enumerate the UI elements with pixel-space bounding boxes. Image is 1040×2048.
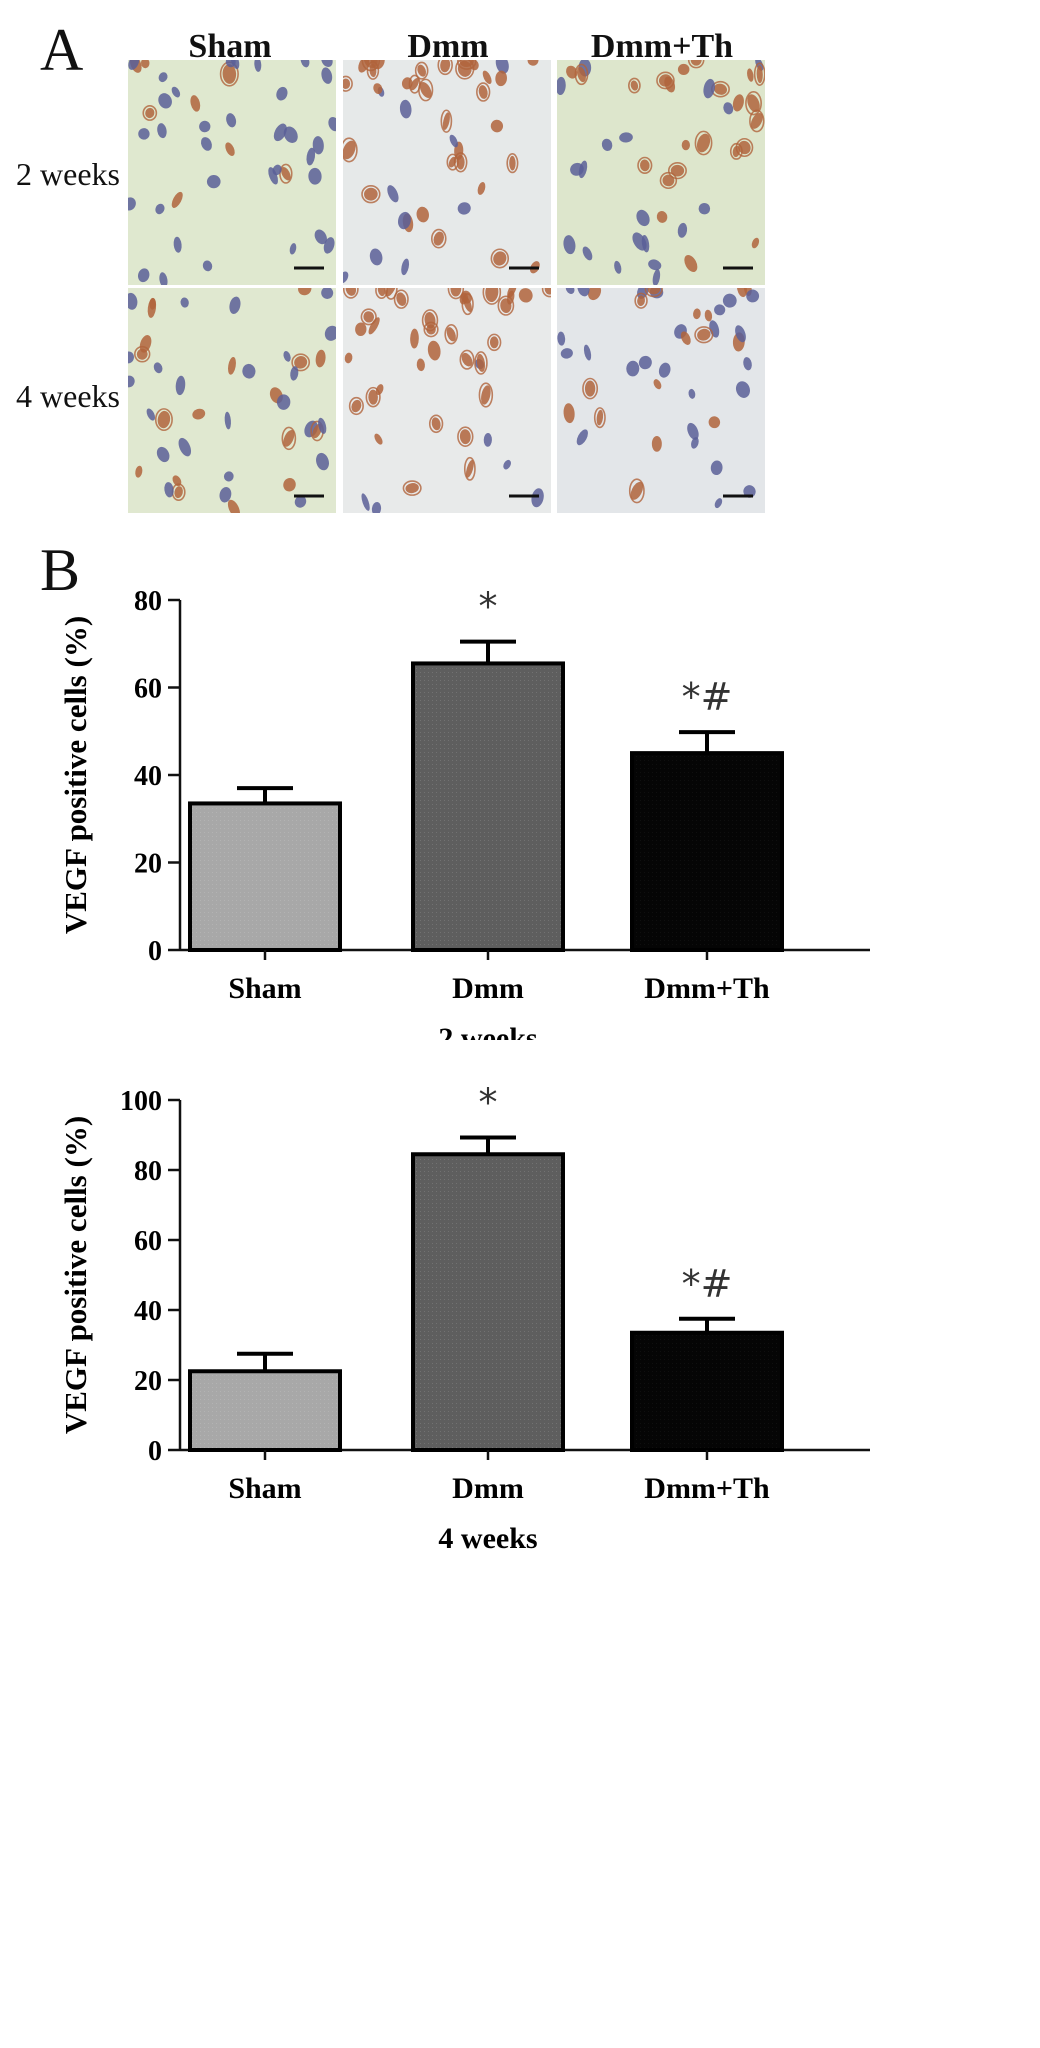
chart-4w-bar-dmm [411, 1152, 565, 1452]
chart-4w-bar-dmm-th [630, 1330, 784, 1452]
column-label-sham: Sham [188, 28, 272, 65]
chart-2w-y-tick-label: 0 [148, 936, 162, 967]
chart-2-weeks-svg: 0 20 40 60 80 VEGF positive cells (%) Sham * Dmm… [58, 585, 870, 1040]
micrograph-dmm-2-weeks [343, 60, 551, 285]
chart-2w-bar-sham [188, 801, 342, 952]
row-label-4-weeks: 4 weeks [16, 378, 120, 414]
panel-a-letter: A [40, 17, 84, 83]
chart-2w-category-label: Dmm [452, 972, 524, 1005]
chart-2w-significance-label: * [479, 585, 498, 629]
chart-4-weeks: 0 20 40 60 80 100 VEGF positive cells (%) Sham *… [0, 1075, 1040, 1595]
column-label-dmm-th: Dmm+Th [590, 28, 734, 65]
chart-2w-y-tick-label: 40 [134, 761, 162, 792]
chart-4w-y-axis-title: VEGF positive cells (%) [58, 1116, 93, 1434]
panel-b-letter: B [40, 537, 81, 603]
chart-4w-significance-label: * [479, 1080, 498, 1124]
row-label-2-weeks: 2 weeks [16, 156, 120, 192]
chart-2w-bar-dmm [411, 661, 565, 952]
chart-2w-y-tick-label: 20 [134, 849, 162, 880]
chart-4w-category-label: Dmm [452, 1472, 524, 1505]
micrograph-dmm-th-2-weeks [557, 60, 765, 285]
chart-4-weeks-svg: 0 20 40 60 80 100 VEGF positive cells (%) Sham *… [58, 1080, 870, 1555]
chart-2w-x-axis-title: 2 weeks [438, 1022, 537, 1040]
chart-2w-y-tick-label: 60 [134, 674, 162, 705]
micrograph-sham-2-weeks [128, 60, 336, 285]
chart-4w-bar-sham [188, 1369, 342, 1452]
chart-4w-x-axis-title: 4 weeks [438, 1522, 537, 1555]
chart-4w-y-tick-label: 100 [120, 1086, 162, 1117]
chart-4w-y-tick-label: 80 [134, 1156, 162, 1187]
chart-2w-significance-label: *# [682, 675, 733, 719]
chart-4w-y-tick-label: 20 [134, 1366, 162, 1397]
chart-4w-significance-label: *# [682, 1262, 733, 1306]
chart-2w-category-label: Sham [228, 972, 301, 1005]
micrograph-dmm-4-weeks [343, 288, 551, 513]
chart-4w-y-tick-label: 0 [148, 1436, 162, 1467]
chart-4w-y-tick-label: 40 [134, 1296, 162, 1327]
chart-2w-y-axis-title: VEGF positive cells (%) [58, 616, 93, 934]
chart-2w-y-tick-label: 80 [134, 586, 162, 617]
micrograph-dmm-th-4-weeks [557, 288, 765, 513]
chart-2w-bar-dmm-th [630, 751, 784, 952]
chart-4w-category-label: Sham [228, 1472, 301, 1505]
chart-4w-y-tick-label: 60 [134, 1226, 162, 1257]
chart-4w-category-label: Dmm+Th [644, 1472, 770, 1505]
chart-2w-category-label: Dmm+Th [644, 972, 770, 1005]
column-label-dmm: Dmm [407, 28, 489, 65]
micrograph-sham-4-weeks [128, 288, 336, 513]
chart-2-weeks: 0 20 40 60 80 VEGF positive cells (%) Sham * Dmm… [0, 560, 1040, 1040]
